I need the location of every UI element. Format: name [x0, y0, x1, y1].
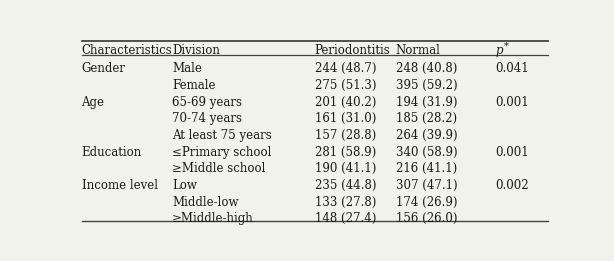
Text: 70-74 years: 70-74 years: [172, 112, 242, 125]
Text: 307 (47.1): 307 (47.1): [395, 179, 457, 192]
Text: Periodontitis: Periodontitis: [315, 44, 391, 57]
Text: Male: Male: [172, 62, 202, 75]
Text: Low: Low: [172, 179, 197, 192]
Text: 0.002: 0.002: [495, 179, 529, 192]
Text: *: *: [503, 41, 508, 50]
Text: 133 (27.8): 133 (27.8): [315, 196, 376, 209]
Text: 0.001: 0.001: [495, 96, 529, 109]
Text: 340 (58.9): 340 (58.9): [395, 146, 457, 159]
Text: Middle-low: Middle-low: [172, 196, 238, 209]
Text: 235 (44.8): 235 (44.8): [315, 179, 376, 192]
Text: 156 (26.0): 156 (26.0): [395, 212, 457, 226]
Text: 275 (51.3): 275 (51.3): [315, 79, 376, 92]
Text: 281 (58.9): 281 (58.9): [315, 146, 376, 159]
Text: Characteristics: Characteristics: [82, 44, 173, 57]
Text: Normal: Normal: [395, 44, 440, 57]
Text: 244 (48.7): 244 (48.7): [315, 62, 376, 75]
Text: Female: Female: [172, 79, 216, 92]
Text: 148 (27.4): 148 (27.4): [315, 212, 376, 226]
Text: Age: Age: [82, 96, 104, 109]
Text: 248 (40.8): 248 (40.8): [395, 62, 457, 75]
Text: 264 (39.9): 264 (39.9): [395, 129, 457, 142]
Text: At least 75 years: At least 75 years: [172, 129, 271, 142]
Text: 0.041: 0.041: [495, 62, 529, 75]
Text: Gender: Gender: [82, 62, 125, 75]
Text: 201 (40.2): 201 (40.2): [315, 96, 376, 109]
Text: 174 (26.9): 174 (26.9): [395, 196, 457, 209]
Text: Income level: Income level: [82, 179, 158, 192]
Text: 185 (28.2): 185 (28.2): [395, 112, 457, 125]
Text: 395 (59.2): 395 (59.2): [395, 79, 457, 92]
Text: ≤Primary school: ≤Primary school: [172, 146, 271, 159]
Text: 157 (28.8): 157 (28.8): [315, 129, 376, 142]
Text: Division: Division: [172, 44, 220, 57]
Text: p: p: [495, 44, 503, 57]
Text: Education: Education: [82, 146, 142, 159]
Text: 194 (31.9): 194 (31.9): [395, 96, 457, 109]
Text: 190 (41.1): 190 (41.1): [315, 162, 376, 175]
Text: 216 (41.1): 216 (41.1): [395, 162, 457, 175]
Text: ≥Middle school: ≥Middle school: [172, 162, 265, 175]
Text: ≥Middle-high: ≥Middle-high: [172, 212, 254, 226]
Text: 161 (31.0): 161 (31.0): [315, 112, 376, 125]
Text: 65-69 years: 65-69 years: [172, 96, 242, 109]
Text: 0.001: 0.001: [495, 146, 529, 159]
